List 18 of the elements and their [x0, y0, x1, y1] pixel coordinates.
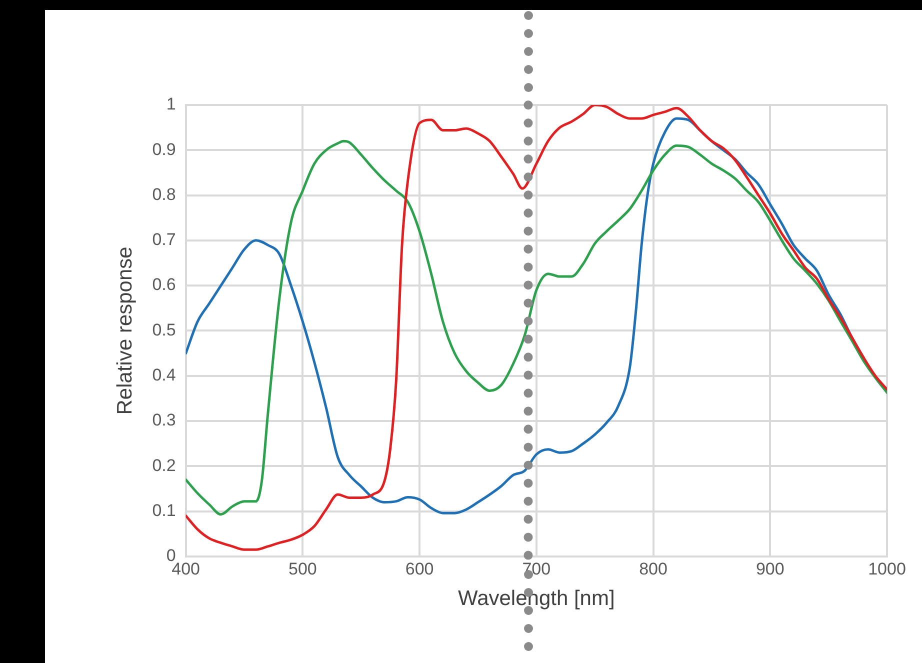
x-tick-label: 800 — [639, 559, 668, 578]
y-tick-label: 0.6 — [152, 275, 176, 294]
y-tick-label: 0.7 — [152, 230, 176, 250]
y-tick-label: 0.1 — [152, 500, 176, 520]
y-tick-label: 0.5 — [152, 320, 176, 340]
x-tick-label: 900 — [756, 559, 784, 578]
x-axis-title: Wavelength [nm] — [458, 587, 615, 610]
x-tick-label: 1000 — [868, 559, 906, 578]
y-tick-label: 0.8 — [152, 184, 176, 204]
x-tick-label: 600 — [405, 559, 434, 578]
y-tick-label: 0.2 — [152, 456, 176, 475]
x-tick-label: 500 — [288, 559, 317, 578]
y-tick-label: 0.4 — [152, 366, 176, 385]
y-axis-title: Relative response — [113, 246, 136, 415]
y-tick-label: 0.9 — [152, 140, 176, 159]
y-tick-label: 0.3 — [152, 410, 176, 430]
y-tick-label: 0 — [166, 546, 176, 566]
y-tick-label: 1 — [166, 94, 176, 114]
